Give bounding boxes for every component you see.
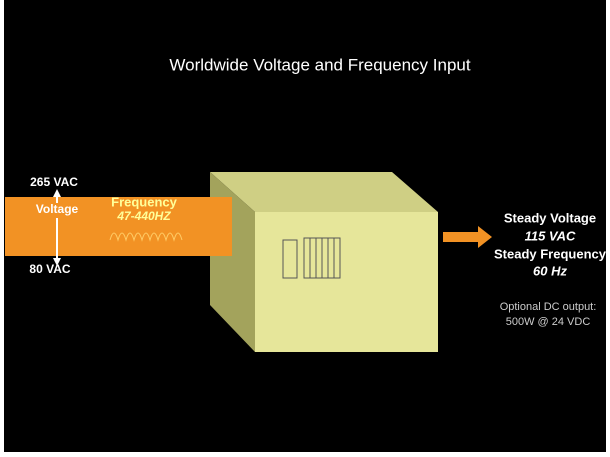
output-voltage: 115 VAC xyxy=(525,228,576,243)
dc-spec: 500W @ 24 VDC xyxy=(506,316,591,328)
output-frequency: 60 Hz xyxy=(533,263,567,278)
frequency-label: Frequency xyxy=(111,194,178,209)
min-voltage: 80 VAC xyxy=(29,262,70,276)
frequency-range: 47-440HZ xyxy=(116,209,171,223)
dc-note: Optional DC output: xyxy=(500,301,597,313)
box-front xyxy=(255,212,438,352)
output-frequency-label: Steady Frequency xyxy=(494,246,607,261)
max-voltage: 265 VAC xyxy=(30,175,78,189)
output-voltage-label: Steady Voltage xyxy=(504,210,596,225)
diagram: Worldwide Voltage and Frequency Input 26… xyxy=(0,0,610,457)
voltage-label: Voltage xyxy=(36,202,79,216)
title: Worldwide Voltage and Frequency Input xyxy=(169,55,470,74)
